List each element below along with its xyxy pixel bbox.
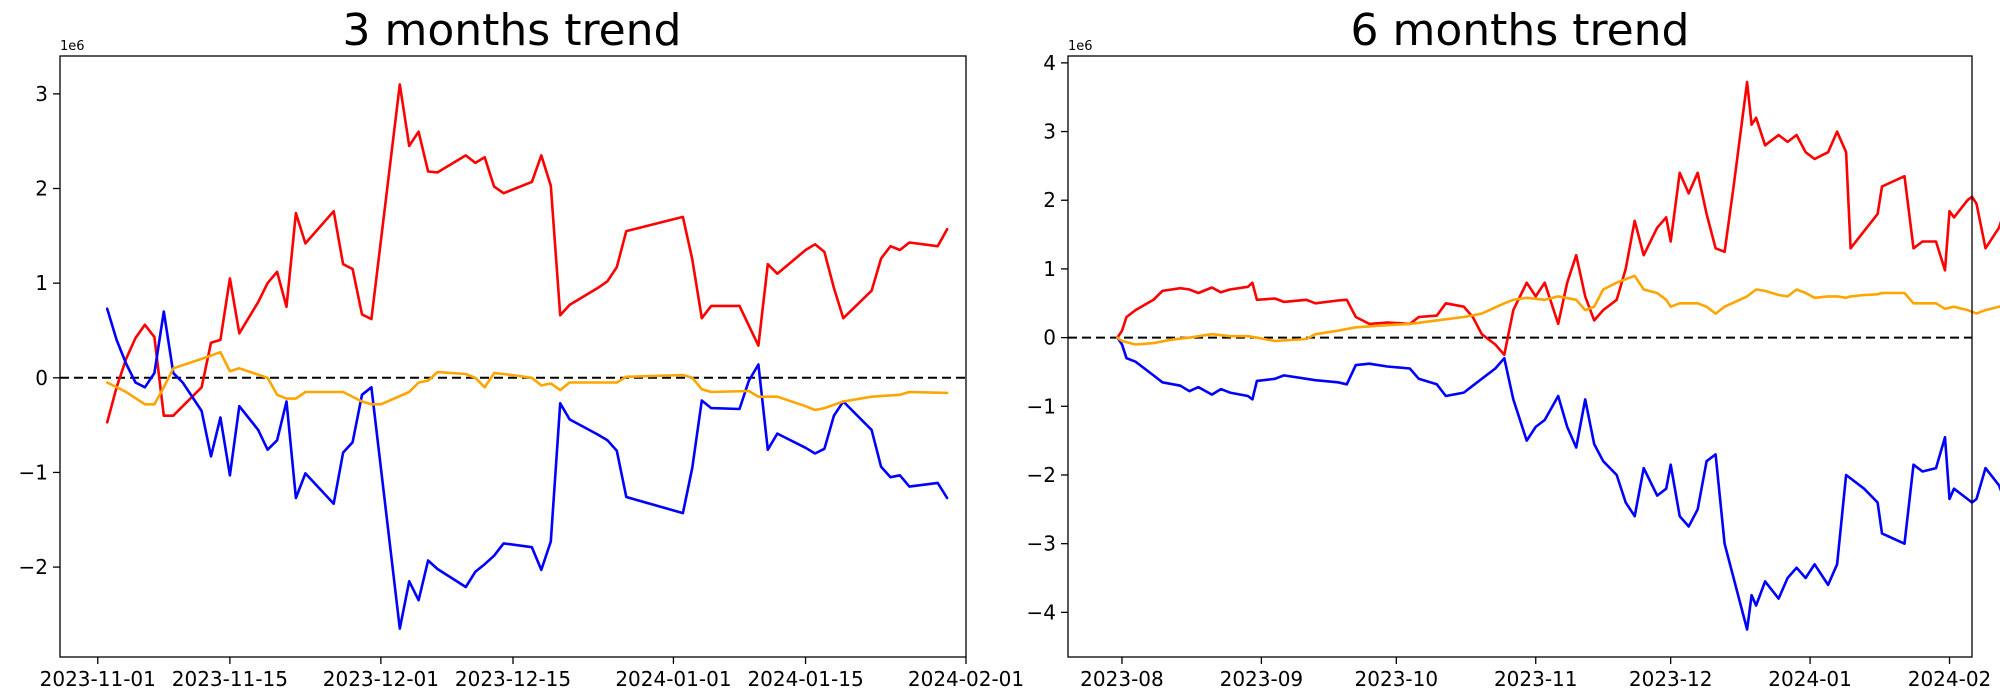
y-tick-label: −2 bbox=[1027, 463, 1056, 487]
plot-frame bbox=[59, 55, 967, 658]
y-tick-label: −3 bbox=[1027, 532, 1056, 556]
y-tick-label: 3 bbox=[1043, 120, 1056, 144]
x-tick-label: 2024-01 bbox=[1768, 667, 1852, 691]
series-line-red bbox=[105, 83, 949, 424]
y-tick-label: 2 bbox=[1043, 188, 1056, 212]
series-line-blue bbox=[1116, 336, 2000, 631]
chart-6-months: 6 months trend 1e6 2023-08 2023-09 2023-10… bbox=[1027, 5, 2000, 691]
chart-title: 6 months trend bbox=[1351, 5, 1690, 56]
x-tick-label: 2023-08 bbox=[1080, 667, 1164, 691]
y-tick-label: 3 bbox=[35, 82, 48, 106]
x-tick-label: 2024-01-15 bbox=[747, 667, 863, 691]
x-tick-label: 2023-09 bbox=[1220, 667, 1304, 691]
y-tick-label: −1 bbox=[1027, 394, 1056, 418]
chart-title: 3 months trend bbox=[343, 5, 682, 56]
x-tick-label: 2023-11-01 bbox=[40, 667, 156, 691]
series-line-orange bbox=[105, 350, 949, 412]
x-tick-label: 2023-12-01 bbox=[323, 667, 439, 691]
series-line-orange bbox=[1116, 274, 2000, 346]
y-tick-label: 2 bbox=[35, 177, 48, 201]
x-tick-label: 2023-12 bbox=[1629, 667, 1713, 691]
y-axis-offset-label: 1e6 bbox=[1068, 39, 1093, 54]
y-tick-label: −2 bbox=[19, 555, 48, 579]
plot-frame bbox=[1067, 55, 1973, 658]
y-tick-label: 1 bbox=[1043, 257, 1056, 281]
y-tick-label: 0 bbox=[1043, 326, 1056, 350]
x-tick-label: 2023-11 bbox=[1494, 667, 1578, 691]
chart-3-months: 3 months trend 1e6 2023-11-01 2023-11-15 2… bbox=[19, 5, 1025, 691]
y-tick-label: −1 bbox=[19, 460, 48, 484]
y-tick-label: 1 bbox=[35, 271, 48, 295]
x-tick-label: 2023-11-15 bbox=[172, 667, 288, 691]
y-tick-label: 0 bbox=[35, 366, 48, 390]
y-tick-label: 4 bbox=[1043, 51, 1056, 75]
x-tick-label: 2023-12-15 bbox=[455, 667, 571, 691]
x-tick-label: 2024-02-01 bbox=[908, 667, 1024, 691]
x-tick-label: 2024-02 bbox=[1908, 667, 1992, 691]
x-tick-label: 2023-10 bbox=[1355, 667, 1439, 691]
y-axis-offset-label: 1e6 bbox=[60, 39, 85, 54]
series-line-blue bbox=[105, 307, 949, 630]
y-tick-label: −4 bbox=[1027, 600, 1056, 624]
series-line-red bbox=[1116, 80, 2000, 357]
x-tick-label: 2024-01-01 bbox=[615, 667, 731, 691]
